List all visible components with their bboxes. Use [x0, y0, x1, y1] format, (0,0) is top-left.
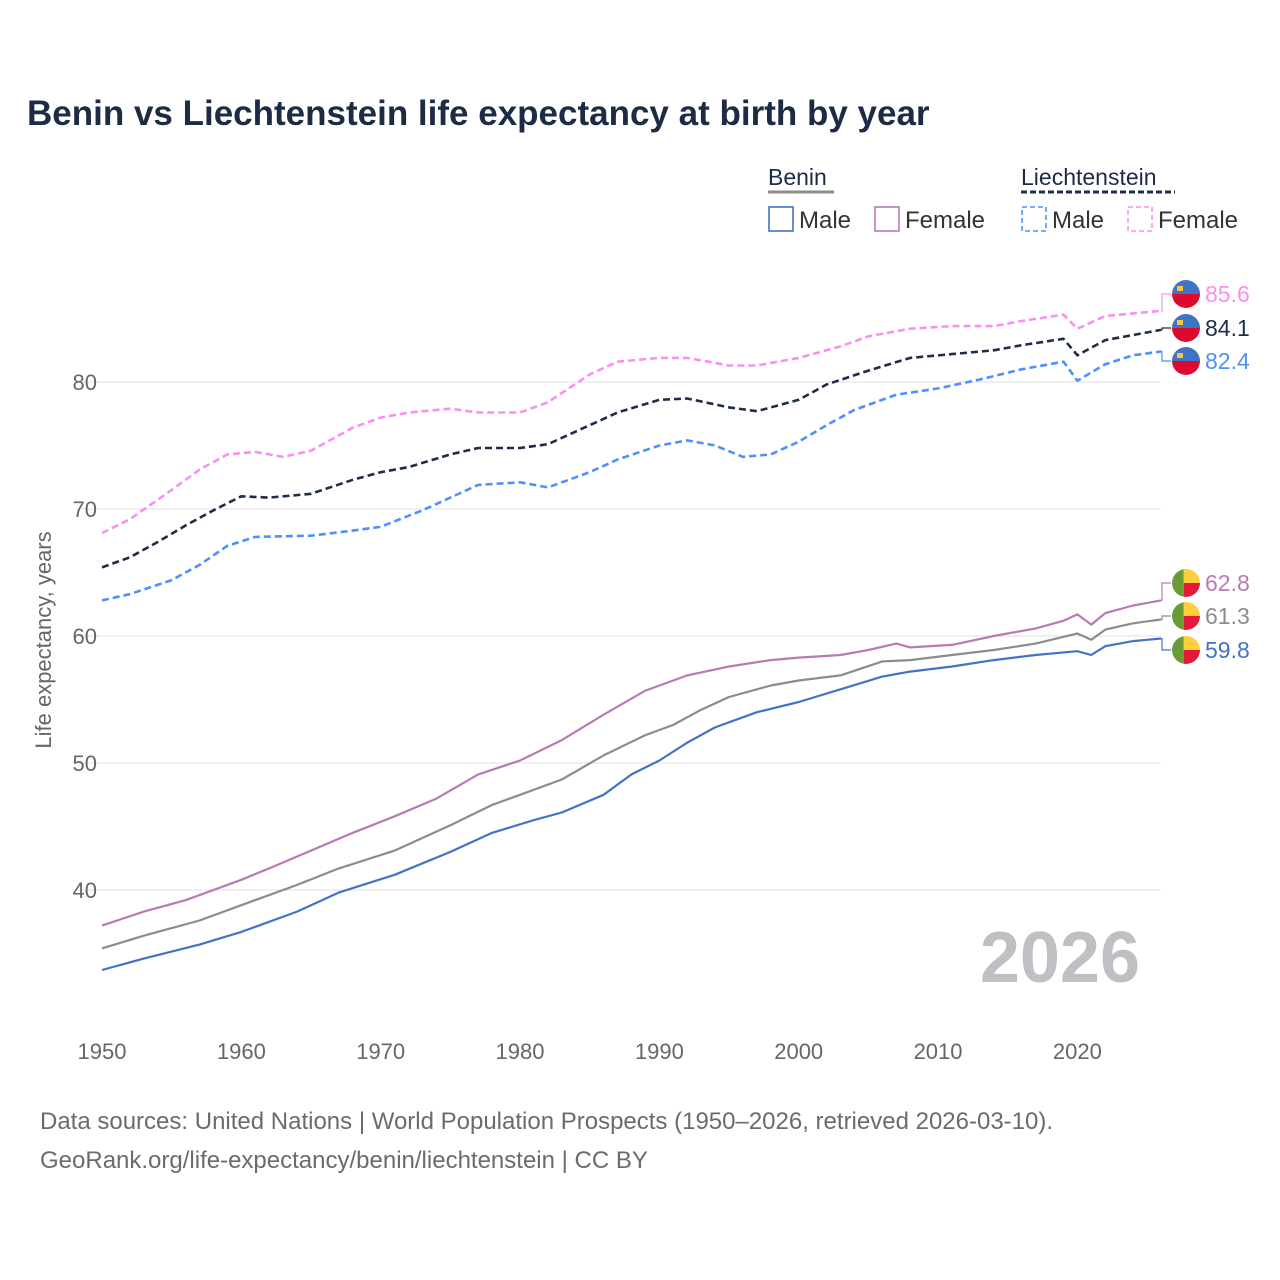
legend-group-benin[interactable]: Benin Male Female [768, 164, 985, 234]
legend-swatch[interactable] [874, 206, 900, 232]
series-line-liechtenstein [101, 328, 1162, 569]
end-label-connector [1161, 615, 1171, 621]
legend-item-male[interactable]: Male [799, 207, 851, 234]
footer-sources: Data sources: United Nations | World Pop… [40, 1108, 1054, 1135]
y-tick-label: 40 [73, 878, 97, 903]
end-label-connector [1161, 293, 1171, 312]
y-tick-label: 50 [73, 751, 97, 776]
end-value-label: 61.3 [1205, 603, 1250, 629]
x-tick-label: 1960 [217, 1039, 266, 1064]
x-tick-label: 1950 [78, 1039, 127, 1064]
legend-item-female[interactable]: Female [905, 207, 985, 234]
y-axis-label: Life expectancy, years [31, 531, 56, 748]
end-label-connector [1161, 637, 1171, 651]
series-line-liechtenstein-male [101, 350, 1162, 602]
y-tick-label: 80 [73, 370, 97, 395]
end-value-label: 62.8 [1205, 570, 1250, 596]
liechtenstein-flag-icon [1172, 347, 1200, 375]
footer-link[interactable]: GeoRank.org/life-expectancy/benin/liecht… [40, 1147, 648, 1174]
legend-item-male[interactable]: Male [1052, 207, 1104, 234]
x-tick-label: 2000 [774, 1039, 823, 1064]
legend-swatch[interactable] [1021, 206, 1047, 232]
x-tick-label: 2020 [1053, 1039, 1102, 1064]
x-tick-label: 1980 [496, 1039, 545, 1064]
y-tick-label: 70 [73, 497, 97, 522]
end-label-connector [1161, 582, 1171, 602]
x-tick-label: 2010 [914, 1039, 963, 1064]
series-line-liechtenstein-female [101, 309, 1162, 535]
legend-swatch[interactable] [768, 206, 794, 232]
liechtenstein-flag-icon [1172, 280, 1200, 308]
end-value-label: 85.6 [1205, 281, 1250, 307]
liechtenstein-flag-icon [1172, 314, 1200, 342]
end-value-label: 82.4 [1205, 348, 1250, 374]
end-label-connector [1161, 327, 1171, 331]
end-value-label: 84.1 [1205, 315, 1250, 341]
legend-group-title: Benin [768, 164, 827, 190]
end-value-label: 59.8 [1205, 637, 1250, 663]
legend-group-liechtenstein[interactable]: Liechtenstein Male Female [1021, 164, 1238, 234]
y-tick-label: 60 [73, 624, 97, 649]
legend-swatch[interactable] [1127, 206, 1153, 232]
legend-group-title: Liechtenstein [1021, 164, 1157, 190]
series-line-benin [101, 618, 1162, 950]
x-tick-label: 1970 [356, 1039, 405, 1064]
end-label-connector [1161, 350, 1171, 362]
series-line-benin-male [101, 637, 1162, 972]
x-tick-label: 1990 [635, 1039, 684, 1064]
legend-item-female[interactable]: Female [1158, 207, 1238, 234]
series-line-benin-female [101, 599, 1162, 927]
chart-title: Benin vs Liechtenstein life expectancy a… [27, 94, 930, 133]
year-watermark: 2026 [980, 918, 1140, 998]
